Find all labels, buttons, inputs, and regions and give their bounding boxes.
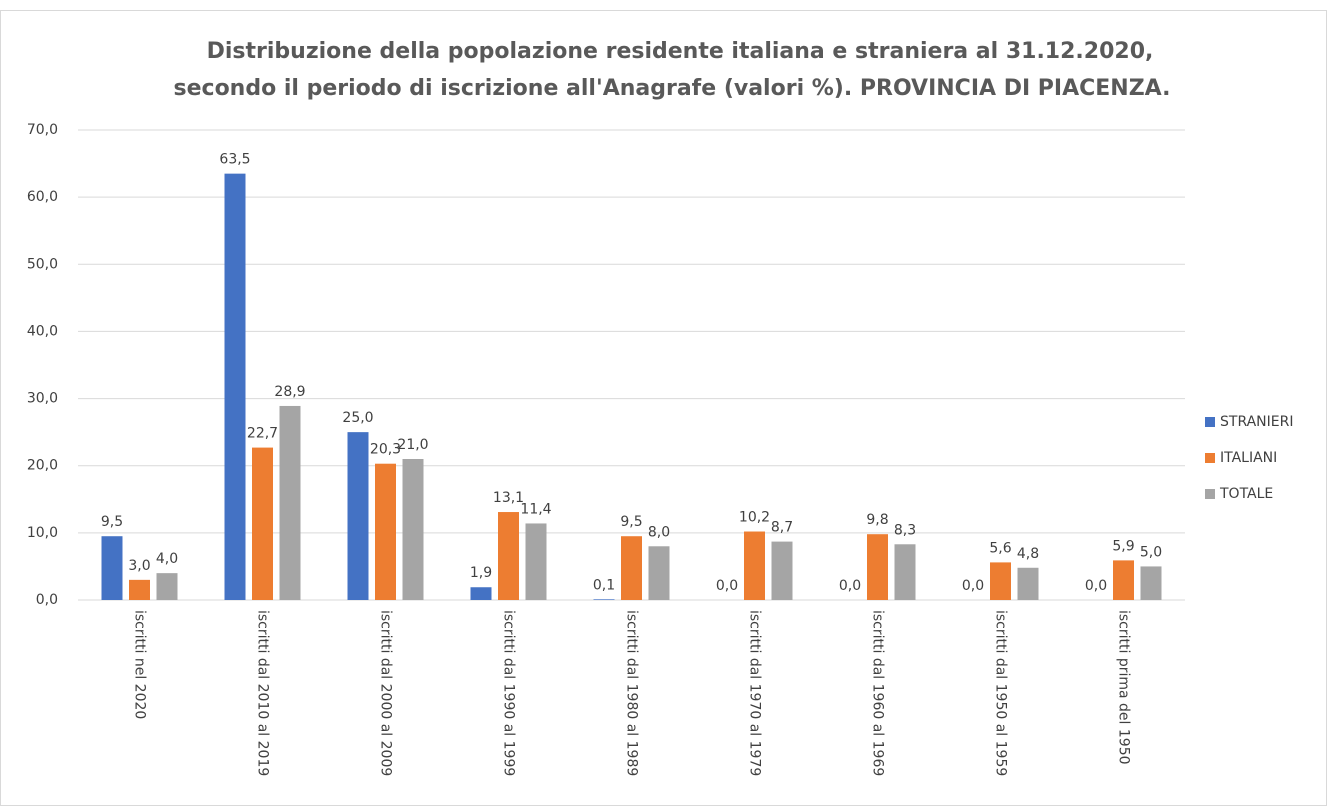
value-label: 63,5 <box>219 152 250 168</box>
value-label: 28,9 <box>274 384 305 400</box>
x-tick-label: iscritti dal 1970 al 1979 <box>747 610 763 776</box>
legend-swatch <box>1205 489 1215 499</box>
legend-swatch <box>1205 453 1215 463</box>
value-label: 8,0 <box>648 524 670 540</box>
bar <box>771 541 793 600</box>
value-label: 9,5 <box>620 514 642 530</box>
bar <box>621 536 642 600</box>
bar <box>470 587 492 600</box>
y-tick-label: 50,0 <box>27 256 58 272</box>
bar <box>375 463 396 600</box>
legend-label: STRANIERI <box>1220 414 1293 430</box>
bar <box>347 432 369 600</box>
value-label: 4,8 <box>1017 546 1039 562</box>
value-label: 8,7 <box>771 520 793 536</box>
x-tick-label: iscritti dal 2000 al 2009 <box>378 610 394 776</box>
x-tick-label: iscritti dal 1950 al 1959 <box>993 610 1009 776</box>
value-label: 20,3 <box>370 442 401 458</box>
value-label: 10,2 <box>739 510 770 526</box>
value-label: 1,9 <box>470 565 492 581</box>
bar <box>1140 566 1162 600</box>
value-label: 22,7 <box>247 426 278 442</box>
value-label: 13,1 <box>493 490 524 506</box>
bar <box>498 512 519 600</box>
bar <box>279 405 301 600</box>
bar <box>1017 567 1039 600</box>
legend-label: ITALIANI <box>1220 450 1277 466</box>
x-tick-label: iscritti dal 1990 al 1999 <box>501 610 517 776</box>
chart-title: Distribuzione della popolazione resident… <box>207 39 1154 64</box>
value-label: 4,0 <box>156 551 178 567</box>
y-tick-label: 30,0 <box>27 391 58 407</box>
value-label: 5,6 <box>989 540 1011 556</box>
value-label: 9,8 <box>866 512 888 528</box>
y-tick-label: 70,0 <box>27 122 58 138</box>
bar <box>990 562 1011 600</box>
value-label: 11,4 <box>520 501 551 517</box>
bar <box>894 544 916 600</box>
bar <box>252 447 273 600</box>
value-label: 5,9 <box>1112 538 1134 554</box>
value-label: 0,0 <box>839 578 861 594</box>
value-label: 3,0 <box>128 558 150 574</box>
value-label: 21,0 <box>397 437 428 453</box>
bar <box>744 531 765 600</box>
chart-title: secondo il periodo di iscrizione all'Ana… <box>174 76 1171 101</box>
bar <box>525 523 547 600</box>
x-tick-label: iscritti nel 2020 <box>132 610 148 719</box>
bar <box>648 546 670 600</box>
x-tick-label: iscritti dal 1960 al 1969 <box>870 610 886 776</box>
legend-swatch <box>1205 417 1215 427</box>
value-label: 0,0 <box>716 578 738 594</box>
y-tick-label: 0,0 <box>36 592 58 608</box>
value-label: 25,0 <box>342 410 373 426</box>
bar <box>129 579 150 600</box>
bar <box>402 459 424 600</box>
bar <box>593 599 615 600</box>
bar <box>101 536 123 600</box>
x-tick-label: iscritti dal 2010 al 2019 <box>255 610 271 776</box>
bar <box>224 173 246 600</box>
x-tick-label: iscritti prima del 1950 <box>1116 610 1132 765</box>
bar <box>156 573 178 600</box>
value-label: 9,5 <box>101 514 123 530</box>
value-label: 8,3 <box>894 522 916 538</box>
x-tick-label: iscritti dal 1980 al 1989 <box>624 610 640 776</box>
y-tick-label: 20,0 <box>27 458 58 474</box>
value-label: 0,0 <box>1085 578 1107 594</box>
y-tick-label: 10,0 <box>27 525 58 541</box>
y-tick-label: 40,0 <box>27 323 58 339</box>
value-label: 0,0 <box>962 578 984 594</box>
bar <box>867 534 888 600</box>
legend-label: TOTALE <box>1219 486 1273 502</box>
value-label: 0,1 <box>593 577 615 593</box>
y-tick-label: 60,0 <box>27 189 58 205</box>
bar <box>1113 560 1134 600</box>
value-label: 5,0 <box>1140 544 1162 560</box>
